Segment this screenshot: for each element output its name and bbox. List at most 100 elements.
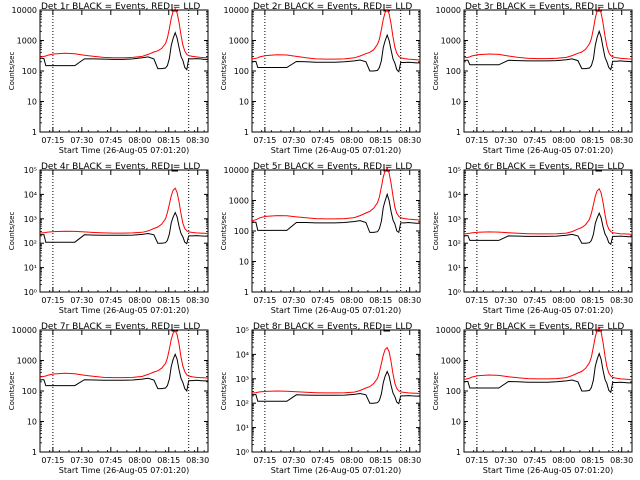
plot-panel-8: Det 8r BLACK = Events, RED = LLD 10⁰ 10¹ 10… [220,322,421,475]
y-tick-label: 10 [451,98,461,107]
plot-panel-1: Det 1r BLACK = Events, RED = LLD 1 10 100 10… [8,2,209,155]
x-tick-label: 08:30 [398,296,421,305]
x-tick-label: 07:45 [99,136,122,145]
y-tick-label: 10² [448,239,461,248]
x-tick-label: 07:45 [523,296,546,305]
y-tick-label: 10⁵ [236,326,249,335]
y-tick-label: 10⁰ [24,288,37,297]
x-tick-label: 07:15 [465,296,488,305]
x-tick-label: 07:15 [253,456,276,465]
y-tick-label: 1 [32,128,37,137]
y-tick-label: 10¹ [24,264,37,273]
plot-title: Det 9r BLACK = Events, RED = LLD [465,322,624,332]
y-tick-label: 10⁴ [236,350,249,359]
x-tick-label: 08:15 [581,136,604,145]
y-tick-label: 10³ [24,215,37,224]
x-tick-label: 07:15 [253,136,276,145]
x-tick-label: 08:30 [186,296,209,305]
plot-panel-6: Det 6r BLACK = Events, RED = LLD 10⁰ 10¹ 10… [432,162,633,315]
title-bracket-mark [595,164,602,172]
y-tick-label: 10 [451,418,461,427]
plot-panel-4: Det 4r BLACK = Events, RED = LLD 10⁰ 10¹ 10… [8,162,209,315]
events-series-line [463,29,632,71]
x-tick-label: 07:15 [253,296,276,305]
y-tick-label: 100 [22,387,37,396]
x-tick-label: 07:30 [494,136,517,145]
events-series-line [463,351,632,394]
y-tick-label: 10 [27,418,37,427]
x-tick-label: 07:45 [311,296,334,305]
y-tick-label: 1000 [229,197,249,206]
plot-frame [251,169,421,293]
y-tick-label: 10000 [436,6,461,15]
title-bracket-mark [171,164,178,172]
y-tick-label: 10¹ [236,424,249,433]
x-tick-label: 08:15 [157,456,180,465]
y-tick-label: 10000 [436,326,461,335]
x-axis-label: Start Time (26-Aug-05 07:01:20) [483,146,614,155]
y-tick-label: 10000 [224,6,249,15]
x-tick-label: 08:30 [398,136,421,145]
x-tick-label: 07:15 [41,296,64,305]
y-tick-label: 100 [234,227,249,236]
x-tick-label: 08:30 [610,136,633,145]
lld-series-line [251,167,421,222]
x-tick-label: 08:30 [398,456,421,465]
title-bracket-mark [595,324,602,332]
plot-frame [39,329,209,453]
x-tick-label: 07:30 [494,456,517,465]
y-tick-label: 1000 [441,357,461,366]
x-tick-label: 07:15 [465,136,488,145]
y-axis-label: Counts/sec [432,372,440,411]
plot-panel-7: Det 7r BLACK = Events, RED = LLD 1 10 100 10… [8,322,209,475]
y-tick-label: 10² [236,399,249,408]
x-tick-label: 07:30 [70,456,93,465]
plot-frame [463,169,633,293]
y-tick-label: 100 [22,67,37,76]
x-tick-label: 07:30 [494,296,517,305]
events-series-line [40,31,208,71]
x-tick-label: 08:30 [186,456,209,465]
plot-panel-5: Det 5r BLACK = Events, RED = LLD 1 10 100 10… [220,162,421,315]
plot-frame [463,9,633,133]
x-axis-label: Start Time (26-Aug-05 07:01:20) [271,306,402,315]
plot-title: Det 1r BLACK = Events, RED = LLD [41,2,200,12]
lld-series-line [463,7,633,60]
y-axis-label: Counts/sec [8,212,16,251]
y-tick-label: 1000 [17,37,37,46]
plot-frame [39,9,209,133]
x-tick-label: 08:00 [340,456,363,465]
x-tick-label: 07:45 [311,456,334,465]
x-tick-label: 08:15 [157,136,180,145]
x-tick-label: 08:15 [369,296,392,305]
events-series-line [463,211,632,246]
x-tick-label: 07:30 [70,136,93,145]
y-tick-label: 10 [27,98,37,107]
x-tick-label: 08:00 [128,456,151,465]
events-series-line [39,352,208,393]
y-axis-label: Counts/sec [220,52,228,91]
plot-panel-2: Det 2r BLACK = Events, RED = LLD 1 10 100 10… [220,2,421,155]
y-tick-label: 1 [244,128,249,137]
y-tick-label: 100 [234,67,249,76]
title-bracket-mark [383,324,390,332]
x-tick-label: 08:00 [552,296,575,305]
x-tick-label: 07:45 [311,136,334,145]
plot-title: Det 5r BLACK = Events, RED = LLD [253,162,412,172]
y-tick-label: 10⁰ [448,288,461,297]
y-tick-label: 1000 [229,37,249,46]
y-tick-label: 10⁰ [236,448,249,457]
x-tick-label: 08:30 [610,456,633,465]
y-tick-label: 10⁵ [24,166,37,175]
lld-series-line [463,187,633,235]
x-tick-label: 07:30 [70,296,93,305]
title-bracket-mark [171,324,178,332]
x-tick-label: 08:00 [128,136,151,145]
x-tick-label: 08:00 [552,456,575,465]
y-tick-label: 10000 [12,326,37,335]
y-axis-label: Counts/sec [432,212,440,251]
plot-panel-9: Det 9r BLACK = Events, RED = LLD 1 10 100 10… [432,322,633,475]
x-tick-label: 08:00 [340,296,363,305]
y-axis-label: Counts/sec [220,212,228,251]
